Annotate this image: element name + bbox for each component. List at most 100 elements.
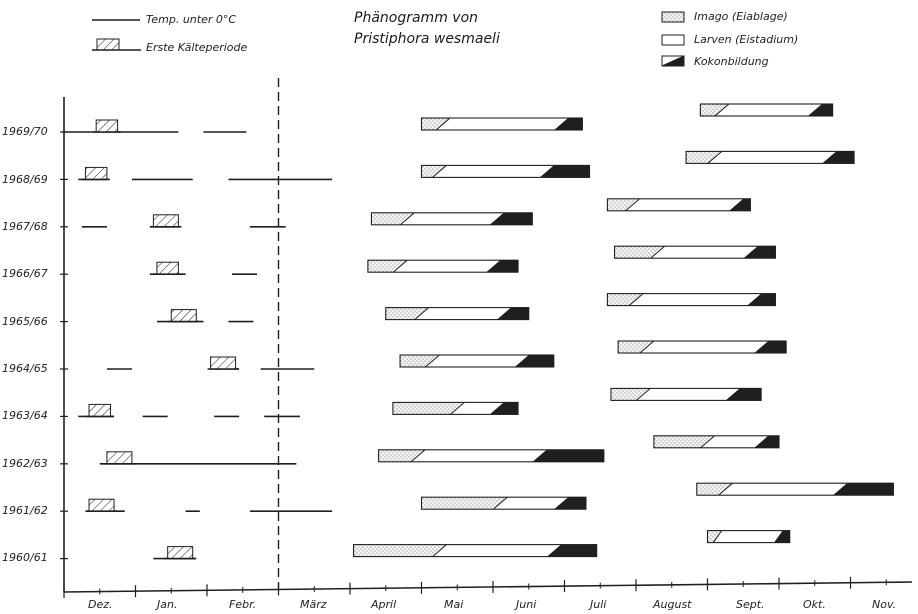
cocoon-phase-bar (747, 293, 776, 306)
phase-divider (400, 212, 415, 226)
x-tick-label-maerz: März (300, 598, 327, 611)
first-cold-period-box (156, 261, 179, 275)
cocoon-phase-bar (489, 402, 519, 415)
legend-imago-swatch (661, 11, 685, 23)
cocoon-phase-bar (539, 165, 590, 178)
imago-phase-bar (610, 388, 651, 401)
x-tick-label-sept: Sept. (736, 598, 765, 611)
first-cold-period-box (210, 356, 237, 370)
cocoon-phase-bar (822, 151, 855, 164)
larvae-phase-bar (639, 341, 769, 353)
generation-bar-outline (706, 530, 791, 544)
imago-phase-bar (421, 118, 451, 130)
season-label-1961-62: 1961/62 (2, 504, 48, 517)
imago-phase-bar (400, 355, 440, 367)
larvae-phase-bar (393, 260, 501, 273)
larvae-phase-bar (425, 355, 529, 367)
generation-bar-outline (378, 449, 605, 463)
phase-divider (650, 245, 665, 259)
legend-first-cold-swatch (96, 38, 120, 51)
cocoon-phase-bar (554, 118, 583, 130)
cocoon-phase-bar (729, 198, 751, 211)
cocoon-phase-bar (754, 435, 779, 448)
cocoon-phase-bar (546, 544, 597, 557)
cocoon-phase-bar (832, 483, 894, 496)
cocoon-phase-bar (514, 355, 554, 367)
generation-bar-outline (399, 354, 555, 368)
x-tick-label-august: August (653, 598, 692, 611)
cocoon-phase-bar (807, 104, 833, 116)
first-cold-period-box (88, 403, 111, 417)
legend-cocoon-frame (661, 55, 685, 67)
imago-phase-bar (686, 151, 722, 164)
legend-larvae-swatch (661, 34, 685, 46)
larvae-phase-bar (636, 388, 740, 401)
imago-phase-bar (367, 260, 408, 273)
first-cold-period-box (84, 166, 108, 180)
imago-phase-bar (614, 246, 665, 259)
phase-divider (625, 198, 640, 212)
generation-bar-outline (420, 164, 591, 178)
first-cold-period-box (95, 119, 119, 133)
x-tick-label-jan: Jan. (157, 598, 178, 611)
phase-divider (392, 259, 408, 273)
larvae-phase-bar (718, 483, 847, 496)
larvae-phase-bar (400, 212, 504, 225)
season-label-1962-63: 1962/63 (2, 457, 48, 470)
generation-bar-outline (606, 198, 751, 212)
imago-phase-bar (378, 449, 426, 462)
imago-phase-bar (707, 530, 722, 543)
larvae-phase-bar (450, 402, 504, 415)
legend-cocoon-swatch (661, 55, 685, 67)
first-cold-period-box (106, 451, 133, 465)
larvae-phase-bar (629, 293, 762, 306)
season-label-1965-66: 1965/66 (2, 315, 48, 328)
generation-bar-outline (696, 482, 894, 496)
generation-bar-outline (685, 150, 855, 164)
larvae-phase-bar (625, 198, 744, 211)
phase-divider (425, 354, 440, 368)
legend-cocoon-label: Kokonbildung (694, 55, 769, 68)
generation-bar-outline (353, 544, 598, 558)
x-axis-line (63, 581, 913, 593)
cocoon-phase-bar (554, 497, 586, 510)
season-label-1969-70: 1969/70 (2, 125, 48, 138)
larvae-phase-bar (432, 544, 561, 557)
larvae-phase-bar (432, 165, 554, 178)
imago-phase-bar (653, 435, 715, 448)
phase-divider (635, 388, 651, 401)
x-tick-label-febr: Febr. (229, 598, 257, 611)
cocoon-phase-bar (496, 307, 529, 320)
generation-bar-outline (653, 435, 780, 449)
cocoon-phase-bar (754, 341, 787, 353)
larvae-phase-bar (650, 246, 758, 259)
generation-bar-outline (367, 259, 519, 273)
legend-imago-label: Imago (Eiablage) (694, 10, 788, 23)
cocoon-phase-bar (773, 530, 790, 543)
season-label-1966-67: 1966/67 (2, 267, 48, 280)
first-cold-period-box (170, 309, 197, 323)
season-label-1968-69: 1968/69 (2, 173, 48, 186)
x-tick-label-okt: Okt. (803, 598, 826, 611)
phase-divider (450, 402, 465, 415)
larvae-phase-bar (411, 449, 547, 462)
cocoon-phase-bar (486, 260, 519, 273)
phase-divider (492, 496, 508, 510)
imago-phase-bar (392, 402, 465, 415)
phase-divider (410, 449, 426, 463)
x-tick-label-juni: Juni (516, 598, 537, 611)
season-label-1963-64: 1963/64 (2, 409, 48, 422)
generation-bar-outline (370, 212, 533, 226)
phase-divider (432, 165, 447, 178)
frost-layer (62, 119, 333, 560)
imago-phase-bar (618, 341, 654, 353)
first-cold-period-box (88, 498, 115, 512)
phase-divider (700, 435, 715, 449)
larvae-phase-bar (714, 104, 822, 116)
x-tick-label-mai: Mai (444, 598, 464, 611)
phase-divider (714, 103, 730, 117)
cocoon-phase-bar (743, 246, 776, 259)
chart-title-line-2: Pristiphora wesmaeli (354, 31, 500, 47)
season-label-1960-61: 1960/61 (2, 551, 48, 564)
